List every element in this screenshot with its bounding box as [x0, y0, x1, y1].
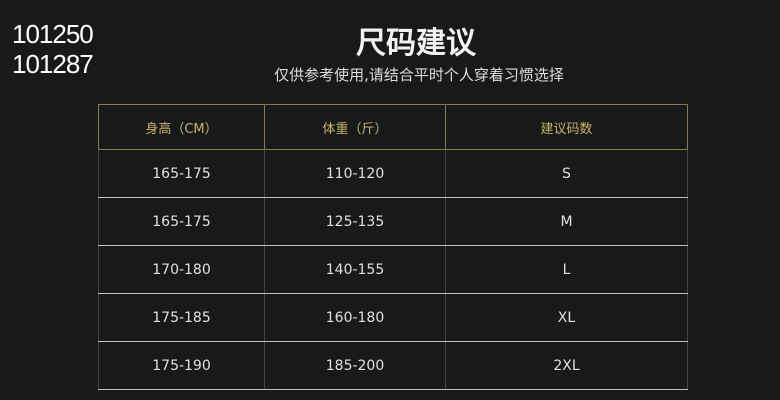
table-row: 170-180 140-155 L — [98, 245, 688, 294]
weight-cell: 110-120 — [264, 149, 446, 198]
table-row: 175-190 185-200 2XL — [98, 341, 688, 390]
height-cell: 175-190 — [98, 341, 265, 390]
size-table: 身高（CM） 体重（斤） 建议码数 165-175 110-120 S 165-175… — [98, 104, 688, 390]
size-cell: 2XL — [445, 341, 688, 390]
weight-cell: 160-180 — [264, 293, 446, 342]
table-row: 175-185 160-180 XL — [98, 293, 688, 342]
table-row: 165-175 110-120 S — [98, 149, 688, 198]
table-header: 身高（CM） 体重（斤） 建议码数 — [98, 104, 688, 150]
header-weight: 体重（斤） — [264, 104, 446, 150]
size-cell: M — [445, 197, 688, 246]
overlay-number: 101250 — [12, 19, 94, 49]
weight-cell: 140-155 — [264, 245, 446, 294]
height-cell: 165-175 — [98, 149, 265, 198]
weight-cell: 125-135 — [264, 197, 446, 246]
overlay-number-ghost: 101287 — [12, 49, 94, 79]
size-cell: L — [445, 245, 688, 294]
header-size: 建议码数 — [445, 104, 688, 150]
subtitle: 仅供参考使用,请结合平时个人穿着习惯选择 — [274, 66, 564, 84]
weight-cell: 185-200 — [264, 341, 446, 390]
size-cell: XL — [445, 293, 688, 342]
size-cell: S — [445, 149, 688, 198]
page-title: 尺码建议 — [356, 26, 476, 61]
height-cell: 175-185 — [98, 293, 265, 342]
height-cell: 165-175 — [98, 197, 265, 246]
height-cell: 170-180 — [98, 245, 265, 294]
table-body: 165-175 110-120 S 165-175 125-135 M 170-180 140… — [98, 149, 688, 390]
table-row: 165-175 125-135 M — [98, 197, 688, 246]
header-height: 身高（CM） — [98, 104, 265, 150]
